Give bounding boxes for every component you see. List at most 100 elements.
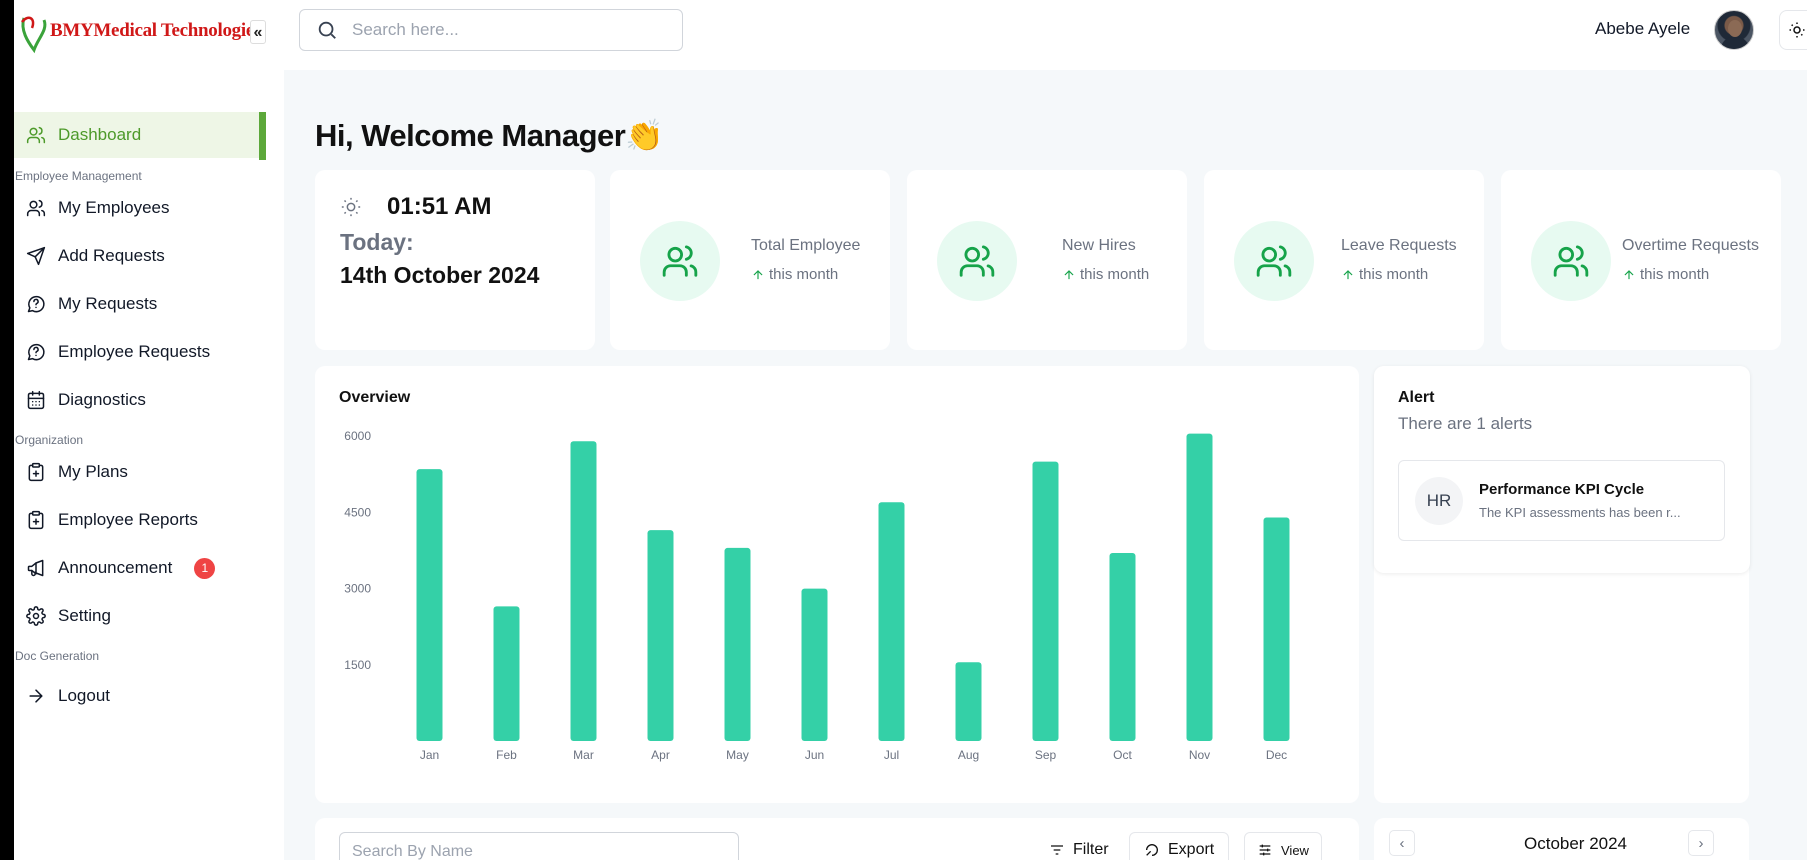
sidebar-item-add-requests[interactable]: Add Requests [14, 233, 264, 279]
global-search[interactable] [299, 9, 683, 51]
clipboard-plus-icon [28, 462, 44, 482]
x-tick-label: Apr [651, 748, 670, 762]
announcement-badge: 1 [194, 557, 216, 579]
alert-card: Alert There are 1 alerts HR Performance … [1374, 366, 1750, 803]
sidebar-item-my-requests[interactable]: My Requests [14, 281, 264, 327]
name-search-input[interactable] [339, 832, 739, 860]
alert-subtitle: There are 1 alerts [1398, 414, 1533, 433]
top-bar: Abebe Ayele [284, 0, 1807, 70]
sidebar-item-employee-reports[interactable]: Employee Reports [14, 497, 264, 543]
current-time: 01:51 AM [387, 193, 492, 220]
x-tick-label: Oct [1113, 748, 1132, 762]
bar-oct[interactable] [1109, 553, 1136, 741]
stat-sub-text: this month [1640, 266, 1710, 283]
stat-label: New Hires [1062, 237, 1136, 254]
stat-sub: this month [1341, 266, 1428, 283]
stat-card-total-employee[interactable]: Total Employee this month [610, 170, 890, 350]
stat-card-overtime-requests[interactable]: Overtime Requests this month [1501, 170, 1781, 350]
x-tick-label: Jul [884, 748, 899, 762]
stat-icon-bg [1234, 221, 1314, 301]
calendar-next-button[interactable]: › [1688, 830, 1714, 856]
section-doc-generation: Doc Generation [15, 649, 100, 663]
sidebar-item-my-employees[interactable]: My Employees [14, 185, 264, 231]
filter-button[interactable]: Filter [1035, 832, 1123, 860]
y-tick-label: 1500 [344, 658, 371, 672]
time-card: 01:51 AM Today: 14th October 2024 [315, 170, 595, 350]
x-tick-label: Nov [1189, 748, 1210, 762]
stat-label: Overtime Requests [1622, 237, 1759, 254]
bar-dec[interactable] [1263, 517, 1290, 741]
bar-may[interactable] [724, 547, 751, 741]
y-tick-label: 6000 [344, 429, 371, 443]
logo-text: BMYMedical Technologies [50, 20, 262, 41]
stat-sub-text: this month [769, 266, 839, 283]
user-name[interactable]: Abebe Ayele [1595, 19, 1691, 38]
stat-icon-bg [640, 221, 720, 301]
sidebar-item-label: Setting [58, 606, 111, 625]
stat-card-leave-requests[interactable]: Leave Requests this month [1204, 170, 1484, 350]
x-tick-label: Sep [1035, 748, 1057, 762]
avatar-body [1721, 37, 1749, 49]
sidebar-item-label: Dashboard [58, 125, 142, 144]
app-logo[interactable]: BMYMedical Technologies [18, 8, 261, 54]
sidebar-item-setting[interactable]: Setting [14, 593, 264, 639]
theme-toggle-button[interactable] [1779, 10, 1807, 50]
x-tick-label: Mar [573, 748, 594, 762]
users-icon [1256, 245, 1292, 277]
arrow-up-icon [1343, 269, 1353, 279]
x-tick-label: Jun [805, 748, 824, 762]
collapse-sidebar-button[interactable]: « [250, 20, 266, 44]
sidebar-item-dashboard[interactable]: Dashboard [14, 112, 266, 160]
bar-jan[interactable] [416, 469, 443, 741]
hr-avatar: HR [1415, 477, 1463, 525]
overview-card: Overview 1500 3000 4500 6000 Jan Feb Mar Apr May… [315, 366, 1359, 803]
sidebar-item-logout[interactable]: Logout [14, 673, 264, 719]
search-input[interactable] [352, 20, 652, 40]
page-title: Hi, Welcome Manager👏 [315, 118, 664, 153]
today-label: Today: [340, 229, 414, 255]
bar-jun[interactable] [801, 588, 828, 741]
stat-card-new-hires[interactable]: New Hires this month [907, 170, 1187, 350]
search-icon [318, 21, 336, 39]
stat-label: Total Employee [751, 237, 861, 254]
export-label: Export [1168, 841, 1215, 858]
window-edge [0, 0, 14, 860]
sidebar-item-label: My Plans [58, 462, 128, 481]
sidebar-item-diagnostics[interactable]: Diagnostics [14, 377, 264, 423]
sidebar-item-employee-requests[interactable]: Employee Requests [14, 329, 264, 375]
users-icon [26, 199, 46, 217]
bar-apr[interactable] [647, 530, 674, 741]
x-tick-label: Jan [420, 748, 439, 762]
bar-jul[interactable] [878, 502, 905, 741]
stat-icon-bg [1531, 221, 1611, 301]
stat-sub: this month [1622, 266, 1709, 283]
sidebar-item-my-plans[interactable]: My Plans [14, 449, 264, 495]
bar-feb[interactable] [493, 606, 520, 741]
y-tick-label: 4500 [344, 505, 371, 519]
bar-nov[interactable] [1186, 433, 1213, 741]
sidebar: BMYMedical Technologies « Dashboard Empl… [14, 0, 284, 860]
sidebar-item-announcement[interactable]: Announcement 1 [14, 545, 264, 591]
view-button[interactable]: View [1244, 832, 1322, 860]
export-button[interactable]: Export [1129, 832, 1230, 860]
sidebar-item-label: Employee Reports [58, 510, 198, 529]
bar-aug[interactable] [955, 662, 982, 741]
user-avatar[interactable] [1714, 10, 1754, 50]
users-icon [26, 126, 46, 144]
x-tick-label: Dec [1266, 748, 1287, 762]
alert-item[interactable]: HR Performance KPI Cycle The KPI assessm… [1398, 460, 1725, 541]
bar-sep[interactable] [1032, 461, 1059, 741]
section-employee-management: Employee Management [15, 169, 142, 183]
alert-item-title: Performance KPI Cycle [1479, 481, 1645, 498]
overview-title: Overview [339, 389, 411, 406]
users-icon [662, 245, 698, 277]
users-icon [1553, 245, 1589, 277]
stat-sub: this month [1062, 266, 1149, 283]
send-icon [26, 246, 46, 266]
clipboard-plus-icon [28, 510, 44, 530]
gear-icon [26, 606, 46, 626]
x-tick-label: Feb [496, 748, 517, 762]
x-tick-label: Aug [958, 748, 979, 762]
bar-mar[interactable] [570, 441, 597, 741]
calendar-prev-button[interactable]: ‹ [1389, 830, 1415, 856]
